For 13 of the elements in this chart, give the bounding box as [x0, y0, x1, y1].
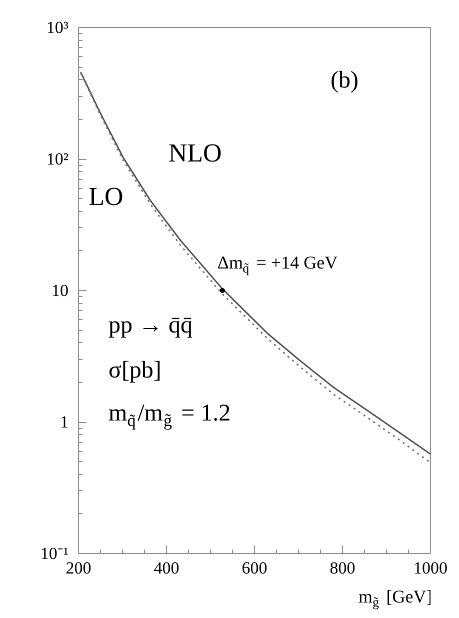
x-tick-label: 1000 — [414, 558, 448, 578]
series-label: LO — [88, 182, 124, 212]
x-tick-label: 600 — [242, 558, 268, 578]
series-label: NLO — [168, 138, 222, 168]
annotation: pp → q̄q̄ — [108, 312, 192, 338]
y-tick-label: 1 — [60, 412, 68, 432]
annotation: (b) — [330, 68, 358, 94]
y-tick-label: 10³ — [46, 18, 69, 37]
y-tick-label: 10² — [46, 150, 69, 168]
y-tick-label: 10 — [52, 281, 68, 300]
x-tick-label: 800 — [330, 558, 356, 578]
x-tick-label: 400 — [154, 558, 180, 578]
annotation: σ[pb] — [108, 358, 162, 384]
